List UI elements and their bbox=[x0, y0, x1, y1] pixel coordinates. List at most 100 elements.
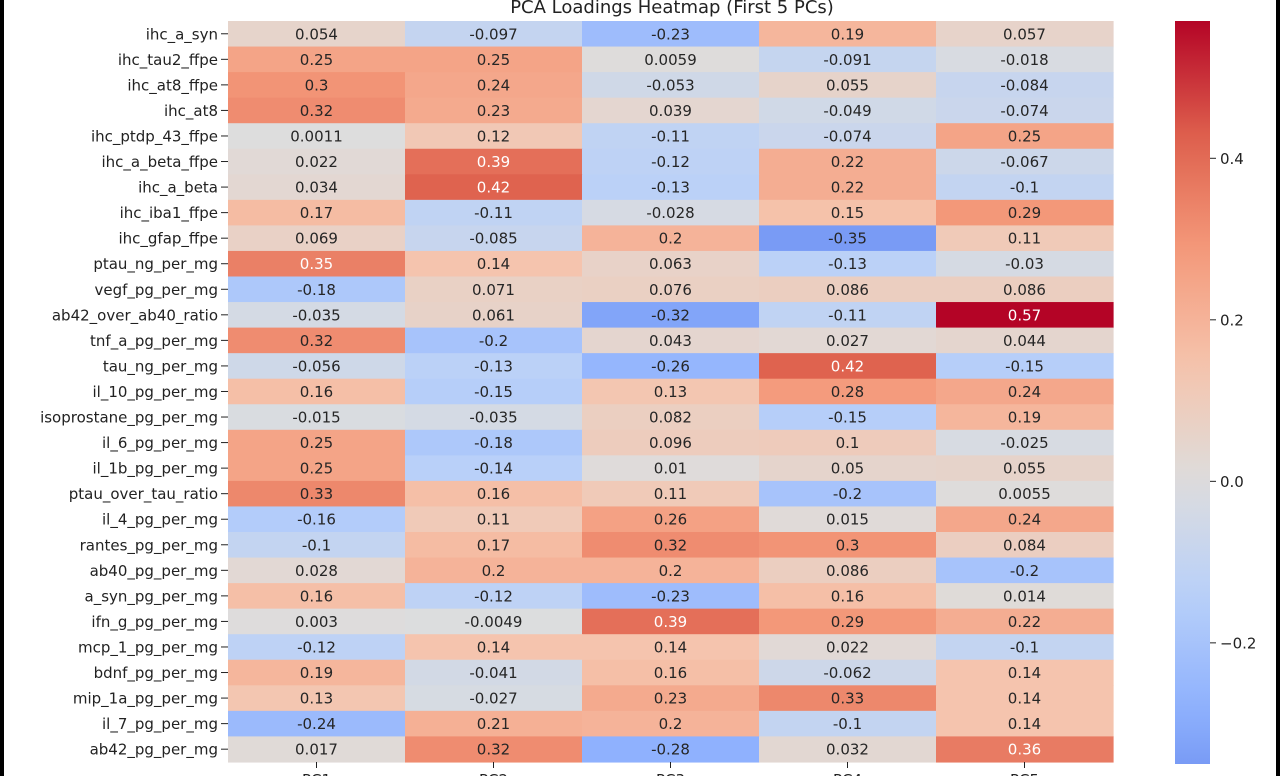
heatmap-cell bbox=[936, 710, 1114, 737]
heatmap-cell bbox=[936, 455, 1114, 482]
cell-value-label: 0.39 bbox=[477, 153, 510, 171]
cell-value-label: 0.14 bbox=[1008, 664, 1041, 682]
heatmap-cell bbox=[582, 97, 760, 124]
cell-value-label: 0.19 bbox=[831, 25, 864, 43]
figure-canvas: PCA Loadings Heatmap (First 5 PCs) 0.054… bbox=[4, 0, 1276, 776]
heatmap-cell bbox=[228, 353, 406, 380]
heatmap-cell bbox=[405, 199, 583, 226]
heatmap-cell bbox=[759, 225, 937, 252]
cell-value-label: -0.074 bbox=[823, 127, 871, 145]
cell-value-label: 0.29 bbox=[831, 613, 864, 631]
row-label: mcp_1_pg_per_mg bbox=[78, 638, 218, 657]
heatmap-cell bbox=[582, 302, 760, 329]
heatmap-cell bbox=[405, 532, 583, 559]
heatmap-cell bbox=[582, 327, 760, 354]
cell-value-label: 0.32 bbox=[300, 332, 333, 350]
heatmap-cell bbox=[228, 250, 406, 278]
cell-value-label: 0.015 bbox=[826, 511, 869, 529]
cell-value-label: -0.12 bbox=[474, 587, 513, 605]
row-label: ihc_ptdp_43_ffpe bbox=[91, 127, 218, 146]
cell-value-label: 0.22 bbox=[831, 179, 864, 197]
cell-value-label: 0.022 bbox=[295, 153, 338, 171]
row-label: ihc_a_syn bbox=[146, 25, 218, 44]
heatmap-cell bbox=[759, 404, 937, 431]
heatmap-cell bbox=[228, 710, 406, 737]
heatmap-cell bbox=[228, 46, 406, 73]
heatmap-cell bbox=[405, 276, 583, 303]
cell-value-label: 0.003 bbox=[295, 613, 338, 631]
row-label: ab42_over_ab40_ratio bbox=[52, 306, 218, 325]
heatmap-cell bbox=[582, 608, 760, 635]
heatmap-cell bbox=[228, 123, 406, 150]
heatmap-cell bbox=[936, 532, 1114, 559]
cell-value-label: -0.049 bbox=[823, 102, 871, 120]
heatmap-cell bbox=[228, 608, 406, 635]
cell-value-label: 0.11 bbox=[1008, 230, 1041, 248]
heatmap-cell bbox=[228, 583, 406, 610]
cell-value-label: 0.017 bbox=[295, 741, 338, 759]
heatmap-cell bbox=[582, 353, 760, 380]
cell-value-label: 0.11 bbox=[654, 485, 687, 503]
cell-value-label: 0.014 bbox=[1003, 587, 1046, 605]
heatmap-cell bbox=[759, 378, 937, 405]
heatmap-cell bbox=[405, 302, 583, 329]
cell-value-label: 0.039 bbox=[649, 102, 692, 120]
cell-value-label: 0.071 bbox=[472, 281, 515, 299]
cell-value-label: -0.041 bbox=[469, 664, 517, 682]
heatmap-cell bbox=[936, 583, 1114, 610]
heatmap-cell bbox=[405, 225, 583, 252]
cell-value-label: -0.03 bbox=[1005, 255, 1044, 273]
heatmap-cell bbox=[405, 710, 583, 737]
cell-value-label: 0.22 bbox=[1008, 613, 1041, 631]
cell-value-label: -0.084 bbox=[1000, 76, 1048, 94]
heatmap-cell bbox=[405, 97, 583, 124]
heatmap-cell bbox=[405, 480, 583, 508]
heatmap-cell bbox=[582, 250, 760, 278]
cell-value-label: 0.35 bbox=[300, 255, 333, 273]
heatmap-cell bbox=[936, 608, 1114, 635]
cell-value-label: 0.26 bbox=[654, 511, 687, 529]
heatmap-cell bbox=[582, 276, 760, 303]
heatmap-cell bbox=[759, 199, 937, 226]
cell-value-label: -0.053 bbox=[646, 76, 694, 94]
heatmap-cell bbox=[759, 506, 937, 533]
heatmap-cell bbox=[582, 21, 760, 48]
row-labels: ihc_a_syn ihc_tau2_ffpe ihc_at8_ffpe ihc_at… bbox=[40, 25, 228, 760]
heatmap-cell bbox=[228, 148, 406, 175]
row-label: tau_ng_per_mg bbox=[103, 357, 218, 376]
cell-value-label: -0.085 bbox=[469, 230, 517, 248]
cell-value-label: 0.17 bbox=[477, 536, 510, 554]
heatmap-cell bbox=[759, 123, 937, 150]
cell-value-label: 0.032 bbox=[826, 741, 869, 759]
heatmap-cell bbox=[759, 148, 937, 175]
cell-value-label: -0.2 bbox=[1010, 562, 1039, 580]
heatmap-cell bbox=[582, 506, 760, 533]
cell-value-label: -0.035 bbox=[292, 306, 340, 324]
cell-value-label: 0.055 bbox=[826, 76, 869, 94]
heatmap-cell bbox=[405, 148, 583, 175]
cell-value-label: 0.24 bbox=[1008, 511, 1041, 529]
heatmap-cell bbox=[759, 429, 937, 456]
cell-value-label: 0.21 bbox=[477, 715, 510, 733]
heatmap-cell bbox=[936, 72, 1114, 99]
heatmap-cell bbox=[936, 225, 1114, 252]
heatmap-cell bbox=[228, 276, 406, 303]
column-label: PC2 bbox=[479, 771, 508, 776]
cell-value-label: 0.11 bbox=[477, 511, 510, 529]
cell-value-label: 0.055 bbox=[1003, 460, 1046, 478]
heatmap-cell bbox=[936, 302, 1114, 329]
row-label: ihc_a_beta bbox=[138, 179, 218, 198]
cell-value-label: 0.0011 bbox=[290, 127, 343, 145]
heatmap-cell bbox=[582, 148, 760, 175]
cell-value-label: 0.063 bbox=[649, 255, 692, 273]
heatmap-cell bbox=[582, 583, 760, 610]
heatmap-cell bbox=[405, 429, 583, 456]
cell-value-label: -0.26 bbox=[651, 357, 690, 375]
heatmap-cell bbox=[582, 72, 760, 99]
heatmap-cell bbox=[759, 46, 937, 73]
cell-value-label: -0.028 bbox=[646, 204, 694, 222]
cell-value-label: 0.2 bbox=[659, 715, 683, 733]
heatmap-cell bbox=[759, 710, 937, 737]
row-label: ihc_gfap_ffpe bbox=[118, 230, 218, 249]
heatmap-cell bbox=[405, 378, 583, 405]
